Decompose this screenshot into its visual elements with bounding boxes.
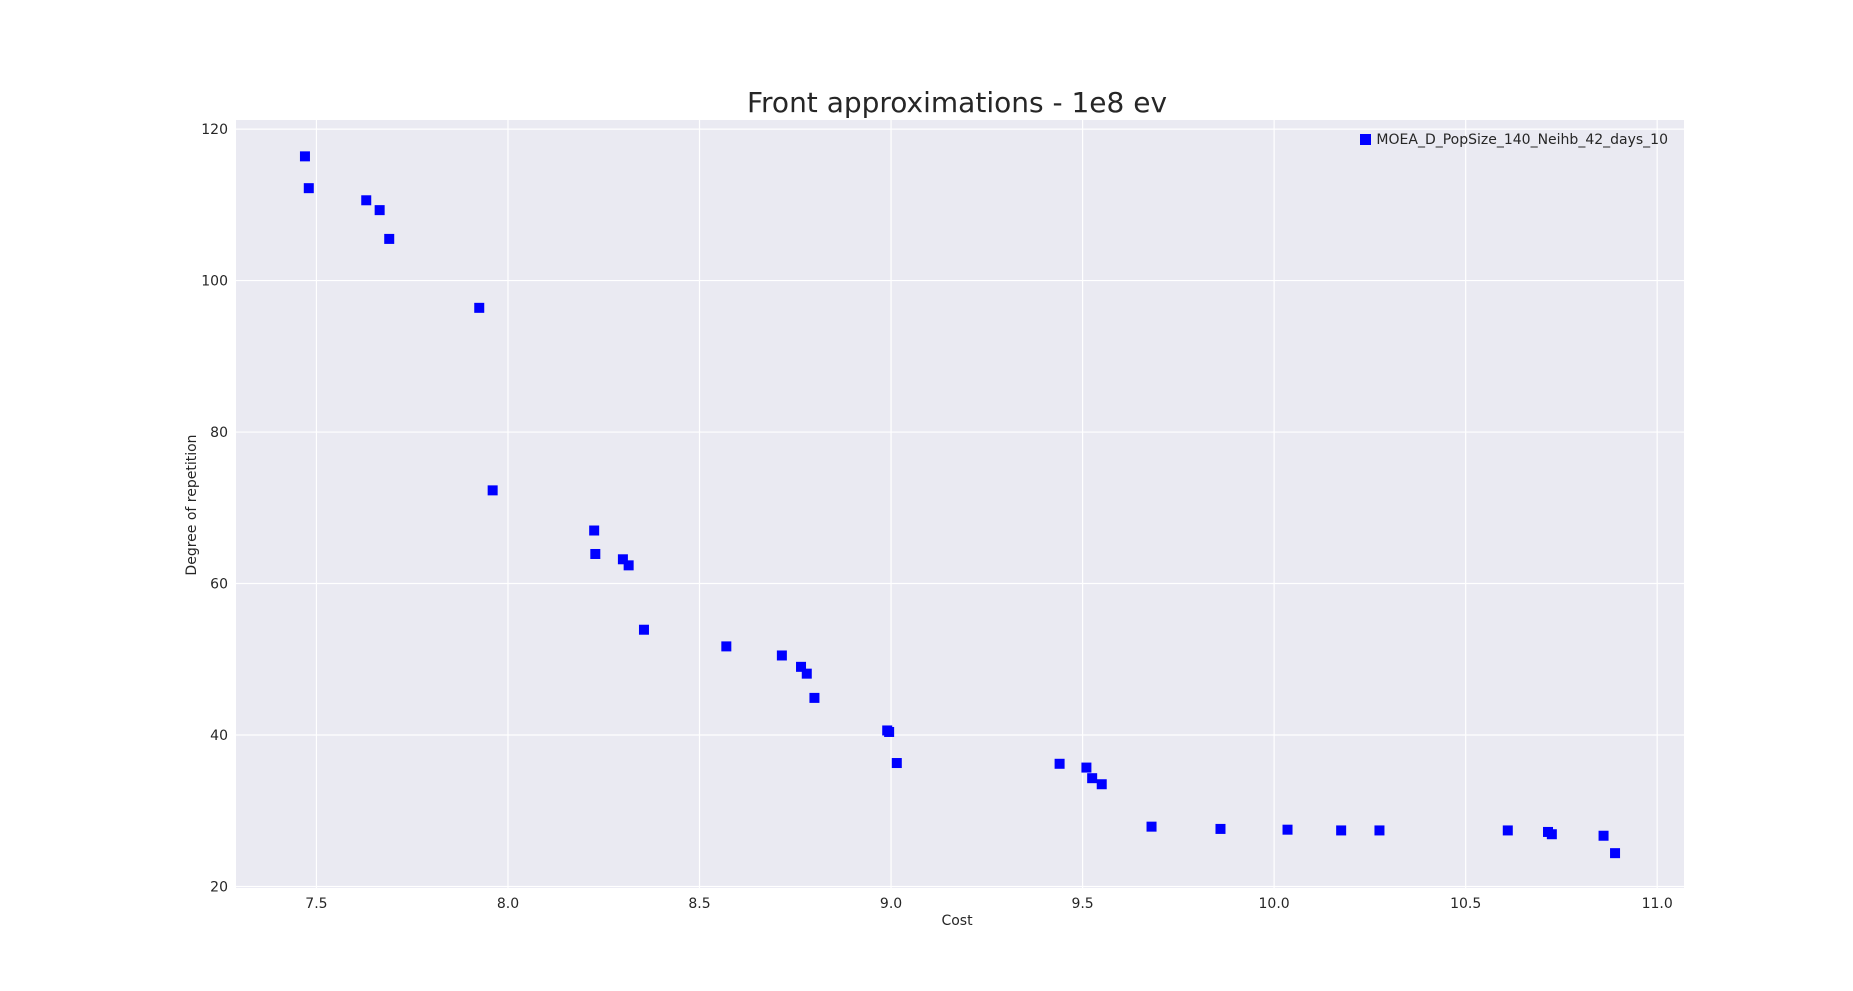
data-point bbox=[638, 624, 649, 635]
x-tick-label: 9.5 bbox=[1071, 896, 1093, 912]
data-point bbox=[1054, 758, 1065, 769]
data-point bbox=[891, 758, 902, 769]
y-tick-labels: 20 40 60 80 100 120 bbox=[201, 122, 228, 895]
data-point bbox=[1215, 823, 1226, 834]
legend: MOEA_D_PopSize_140_Neihb_42_days_10 bbox=[1360, 132, 1668, 148]
legend-marker bbox=[1360, 134, 1371, 145]
x-tick-label: 10.5 bbox=[1450, 896, 1481, 912]
data-point bbox=[1336, 825, 1347, 836]
chart-title: Front approximations - 1e8 ev bbox=[747, 86, 1167, 119]
data-point bbox=[589, 525, 600, 536]
y-tick-label: 80 bbox=[210, 425, 228, 441]
x-tick-label: 9.0 bbox=[880, 896, 902, 912]
data-point bbox=[384, 233, 395, 244]
y-tick-label: 100 bbox=[201, 274, 228, 290]
y-tick-label: 60 bbox=[210, 577, 228, 593]
data-point bbox=[1282, 824, 1293, 835]
data-point bbox=[1502, 825, 1513, 836]
y-axis-label: Degree of repetition bbox=[184, 434, 200, 575]
data-point bbox=[361, 195, 372, 206]
data-point bbox=[623, 560, 634, 571]
data-point bbox=[474, 302, 485, 313]
data-point bbox=[809, 692, 820, 703]
x-tick-label: 10.0 bbox=[1259, 896, 1290, 912]
data-point bbox=[1146, 821, 1157, 832]
data-point bbox=[374, 205, 385, 216]
x-axis-label: Cost bbox=[941, 913, 973, 929]
data-point bbox=[1096, 779, 1107, 790]
data-point bbox=[1374, 825, 1385, 836]
data-point bbox=[1081, 762, 1092, 773]
data-point bbox=[1598, 830, 1609, 841]
data-point bbox=[299, 151, 310, 162]
data-point bbox=[884, 726, 895, 737]
x-tick-label: 7.5 bbox=[305, 896, 327, 912]
data-point bbox=[590, 548, 601, 559]
data-point bbox=[617, 554, 628, 565]
data-point bbox=[776, 650, 787, 661]
data-point bbox=[487, 485, 498, 496]
data-point bbox=[796, 661, 807, 672]
legend-label: MOEA_D_PopSize_140_Neihb_42_days_10 bbox=[1376, 132, 1668, 148]
grid-lines bbox=[236, 120, 1684, 888]
data-point bbox=[721, 641, 732, 652]
x-tick-label: 11.0 bbox=[1642, 896, 1673, 912]
x-tick-label: 8.0 bbox=[497, 896, 519, 912]
data-point bbox=[303, 183, 314, 194]
data-point bbox=[1087, 773, 1098, 784]
plot-area bbox=[236, 120, 1684, 888]
data-point bbox=[1610, 848, 1621, 859]
x-tick-label: 8.5 bbox=[688, 896, 710, 912]
y-tick-label: 20 bbox=[210, 879, 228, 895]
y-tick-label: 40 bbox=[210, 728, 228, 744]
data-point bbox=[1546, 829, 1557, 840]
data-point bbox=[801, 668, 812, 679]
data-points bbox=[299, 151, 1621, 859]
y-tick-label: 120 bbox=[201, 122, 228, 138]
x-tick-labels: 7.5 8.0 8.5 9.0 9.5 10.0 10.5 11.0 bbox=[305, 896, 1672, 912]
